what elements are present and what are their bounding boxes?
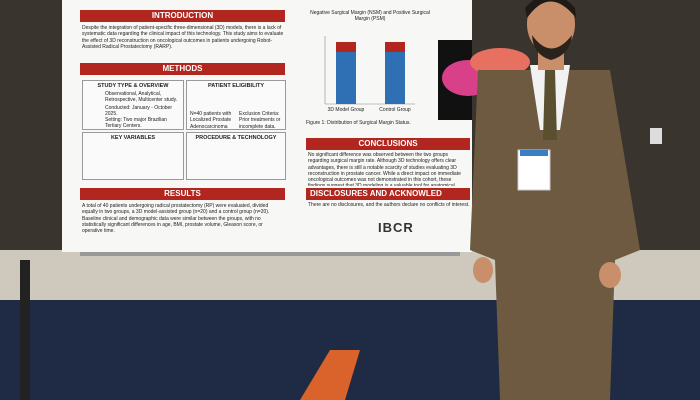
section-heading: METHODS (80, 63, 285, 75)
box-title: KEY VARIABLES (110, 135, 156, 141)
face (527, 0, 575, 54)
figure-category: 3D Model Group (327, 107, 365, 113)
hand (599, 262, 621, 288)
section-heading: CONCLUSIONS (306, 138, 470, 150)
chart-bar (336, 52, 356, 104)
logo: IBCR (378, 220, 414, 235)
paragraph: There are no disclosures, and the author… (308, 202, 470, 208)
beard (532, 35, 572, 60)
poster-rail (80, 252, 460, 256)
suit (470, 70, 640, 400)
box-title: PROCEDURE & TECHNOLOGY (195, 135, 277, 141)
box-line: Conducted: January - October 2025. (105, 105, 172, 118)
info-box: STUDY TYPE & OVERVIEW Observational, Ana… (82, 80, 184, 130)
box-line: Exclusion Criteria: Prior treatments or … (239, 111, 281, 130)
figure-caption: Figure 1: Distribution of Surgical Margi… (306, 120, 411, 126)
tie (543, 70, 557, 140)
info-box: PATIENT ELIGIBILITY N=40 patients with L… (186, 80, 286, 130)
section-heading: RESULTS (80, 188, 285, 200)
badge (520, 150, 548, 156)
paragraph: No significant difference was observed b… (308, 152, 461, 186)
model-image (470, 48, 530, 76)
box-line: Observational, Analytical, Retrospective… (105, 91, 178, 104)
info-box: PROCEDURE & TECHNOLOGY (186, 132, 286, 180)
paragraph: Despite the integration of patient-speci… (82, 25, 284, 50)
box-title: STUDY TYPE & OVERVIEW (97, 83, 169, 89)
section-heading: INTRODUCTION (80, 10, 285, 22)
cup (650, 128, 662, 144)
paragraph: A total of 40 patients undergoing radica… (82, 203, 270, 234)
info-box: KEY VARIABLES (82, 132, 184, 180)
figure-title: Negative Surgical Margin (NSM) and Posit… (310, 10, 430, 23)
section-heading: DISCLOSURES AND ACKNOWLED (306, 188, 470, 200)
stand (20, 260, 30, 400)
box-line: N=40 patients with Localized Prostate Ad… (190, 111, 232, 130)
hair (525, 0, 576, 18)
chart-bar (336, 42, 356, 52)
box-title: PATIENT ELIGIBILITY (207, 83, 265, 89)
chart-bar (385, 42, 405, 52)
chart-bar (385, 52, 405, 104)
figure-category: Control Group (379, 107, 411, 113)
hand (473, 257, 493, 283)
carpet-pattern (300, 350, 360, 400)
box-line: Setting: Two major Brazilian Tertiary Ce… (105, 117, 167, 130)
